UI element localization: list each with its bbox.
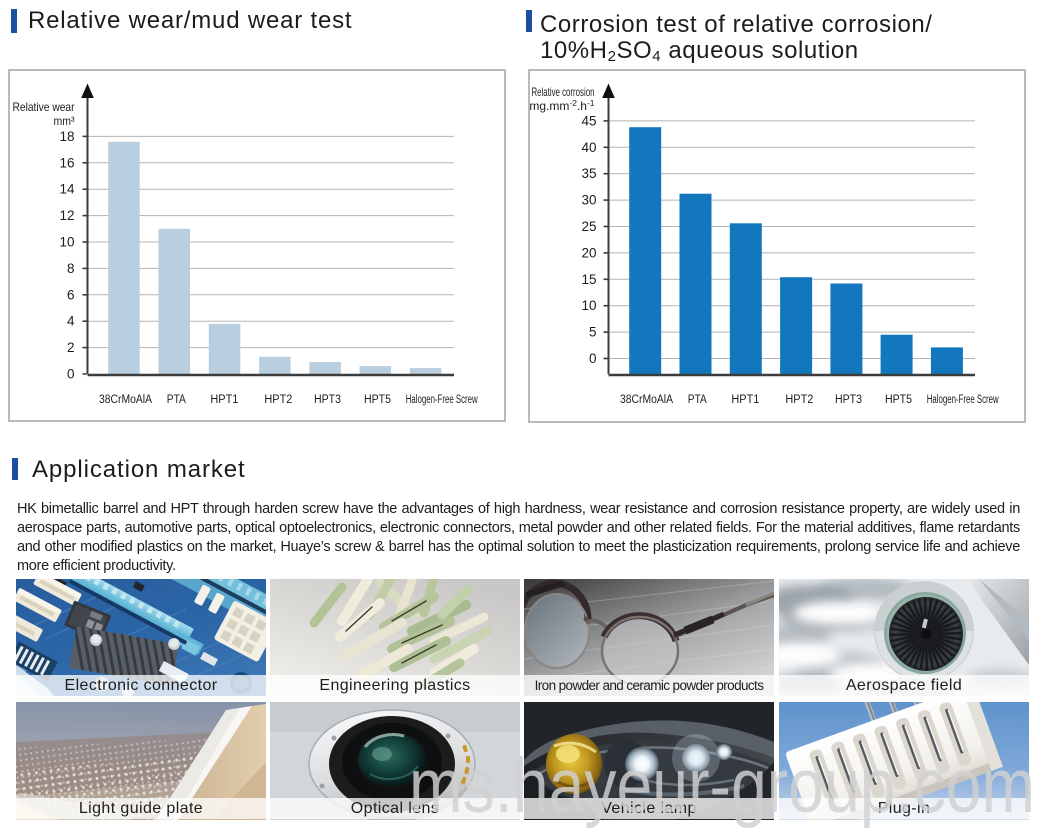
svg-text:8: 8 xyxy=(67,261,75,276)
svg-text:mg.mm-2.h-1: mg.mm-2.h-1 xyxy=(529,98,594,113)
svg-text:HPT2: HPT2 xyxy=(264,394,292,406)
svg-text:38CrMoAlA: 38CrMoAlA xyxy=(99,394,152,406)
svg-text:Relative wear: Relative wear xyxy=(13,100,75,114)
svg-text:12: 12 xyxy=(59,208,74,223)
svg-text:30: 30 xyxy=(581,193,596,208)
svg-text:PTA: PTA xyxy=(688,394,707,406)
svg-text:20: 20 xyxy=(581,245,596,260)
svg-text:2: 2 xyxy=(67,340,75,355)
svg-text:mm³: mm³ xyxy=(54,114,75,128)
svg-text:6: 6 xyxy=(67,287,75,302)
svg-text:40: 40 xyxy=(581,140,596,155)
svg-text:HPT5: HPT5 xyxy=(885,394,912,406)
svg-text:HPT1: HPT1 xyxy=(731,394,759,406)
svg-text:18: 18 xyxy=(59,129,74,144)
svg-text:38CrMoAlA: 38CrMoAlA xyxy=(620,394,673,406)
svg-text:HPT3: HPT3 xyxy=(314,394,341,406)
svg-text:10: 10 xyxy=(59,235,74,250)
svg-text:Relative corrosion: Relative corrosion xyxy=(532,85,595,99)
svg-text:HPT1: HPT1 xyxy=(210,394,238,406)
svg-text:25: 25 xyxy=(581,219,596,234)
svg-text:4: 4 xyxy=(67,314,75,329)
svg-text:0: 0 xyxy=(589,351,597,366)
svg-text:HPT5: HPT5 xyxy=(364,394,391,406)
svg-text:14: 14 xyxy=(59,182,75,197)
svg-text:Halogen-Free Screw: Halogen-Free Screw xyxy=(406,394,478,406)
svg-text:Halogen-Free Screw: Halogen-Free Screw xyxy=(927,394,999,406)
svg-text:5: 5 xyxy=(589,325,597,340)
svg-text:15: 15 xyxy=(581,272,596,287)
svg-text:16: 16 xyxy=(59,155,74,170)
svg-text:HPT2: HPT2 xyxy=(785,394,813,406)
svg-text:0: 0 xyxy=(67,367,75,382)
svg-text:PTA: PTA xyxy=(167,394,186,406)
svg-text:35: 35 xyxy=(581,166,596,181)
svg-text:HPT3: HPT3 xyxy=(835,394,862,406)
svg-text:45: 45 xyxy=(581,113,596,128)
svg-text:10: 10 xyxy=(581,298,596,313)
